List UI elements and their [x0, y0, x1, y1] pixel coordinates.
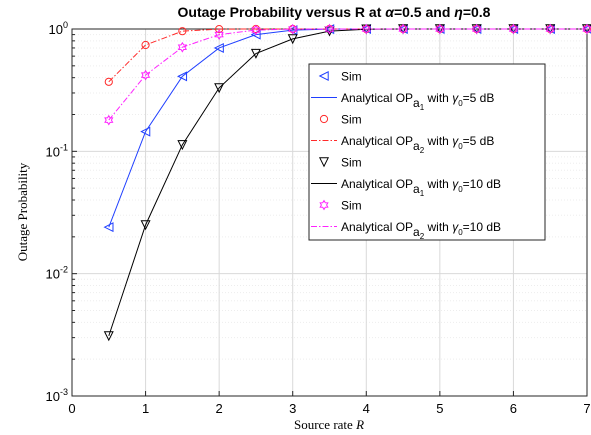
- legend-marker: [318, 157, 330, 168]
- data-point-a2_10db: [398, 23, 408, 35]
- x-axis-label-text: Source rate: [294, 417, 356, 432]
- data-point-a2_10db: [435, 23, 445, 35]
- legend-label: Sim: [341, 70, 362, 84]
- legend-label: Analytical OPa1 with γ0=10 dB: [341, 177, 501, 198]
- data-point-a2_5db: [104, 77, 113, 86]
- data-point-a2_10db: [214, 29, 224, 40]
- data-point-a2_10db: [471, 23, 482, 35]
- legend-entry: Sim: [318, 156, 362, 170]
- series-layer: [103, 23, 591, 342]
- data-point-a2_10db: [104, 114, 114, 126]
- data-point-a1_5db: [140, 126, 151, 137]
- legend-entry: Sim: [318, 70, 362, 84]
- data-point-a1_5db: [177, 71, 188, 82]
- title-alpha-symbol: α: [385, 4, 395, 20]
- x-tick-label: 4: [363, 401, 370, 416]
- legend-entry: Sim: [319, 199, 362, 213]
- data-point-a2_10db: [140, 69, 151, 81]
- data-point-a1_5db: [213, 42, 224, 53]
- legend-entry: Sim: [319, 113, 362, 127]
- title-eta-symbol: η: [454, 4, 463, 20]
- y-tick-label: 10-3: [46, 387, 68, 404]
- data-point-a2_5db: [141, 40, 150, 50]
- data-point-a1_5db: [581, 24, 591, 34]
- legend-label: Analytical OPa2 with γ0=10 dB: [341, 220, 501, 241]
- y-tick-label: 100: [49, 20, 68, 37]
- title-prefix: Outage Probability versus R at: [178, 4, 386, 20]
- legend-box: [308, 63, 546, 241]
- x-axis-label: Source rate R: [294, 417, 364, 432]
- legend-marker: [319, 114, 329, 124]
- legend-entry: Analytical OPa1 with γ0=10 dB: [311, 177, 501, 198]
- data-point-a2_10db: [251, 24, 261, 36]
- data-point-a2_10db: [508, 23, 519, 35]
- data-point-a2_10db: [177, 41, 188, 53]
- legend-label: Sim: [341, 113, 362, 127]
- data-point-a1_10db: [287, 34, 298, 45]
- title-alpha-value: =0.5 and: [394, 4, 454, 20]
- legend-entry: Analytical OPa2 with γ0=10 dB: [311, 220, 501, 241]
- legend-label: Sim: [341, 156, 362, 170]
- data-point-a2_10db: [545, 23, 555, 35]
- legend-entry: Analytical OPa1 with γ0=5 dB: [311, 91, 494, 112]
- data-point-a2_10db: [361, 23, 371, 35]
- y-axis-label: Outage Probability: [15, 162, 30, 261]
- x-tick-label: 5: [436, 401, 443, 416]
- legend-label: Sim: [341, 199, 362, 213]
- legend-label: Analytical OPa2 with γ0=5 dB: [341, 134, 494, 155]
- series-a2_10db: [104, 23, 591, 126]
- legend-marker: [318, 70, 329, 82]
- x-tick-label: 0: [68, 401, 75, 416]
- data-point-a1_10db: [177, 140, 188, 151]
- x-tick-label: 6: [510, 401, 517, 416]
- x-axis-label-var: R: [355, 417, 364, 432]
- data-point-a1_10db: [103, 331, 114, 342]
- data-point-a2_5db: [178, 27, 187, 36]
- data-point-a1_10db: [250, 48, 261, 59]
- axis-ticks: 0 1 2 3 4 5 6 7 10-3 10-2 10-1 100: [46, 20, 591, 416]
- legend-entry: Analytical OPa2 with γ0=5 dB: [311, 134, 494, 155]
- legend-marker: [319, 199, 329, 211]
- data-point-a2_5db: [215, 25, 224, 34]
- data-point-a1_10db: [140, 220, 151, 231]
- x-tick-label: 7: [583, 401, 590, 416]
- y-tick-label: 10-1: [46, 142, 68, 159]
- legend-label: Analytical OPa1 with γ0=5 dB: [341, 91, 494, 112]
- title-eta-value: =0.8: [463, 4, 491, 20]
- x-tick-label: 2: [216, 401, 223, 416]
- x-tick-label: 1: [142, 401, 149, 416]
- data-point-a2_10db: [288, 23, 298, 35]
- x-tick-label: 3: [289, 401, 296, 416]
- chart-title: Outage Probability versus R at α=0.5 and…: [178, 4, 491, 20]
- data-point-a2_10db: [324, 23, 335, 35]
- data-point-a1_10db: [214, 83, 225, 94]
- data-point-a1_5db: [103, 222, 114, 233]
- y-tick-label: 10-2: [46, 265, 68, 282]
- series-line-a1_10db: [108, 28, 587, 337]
